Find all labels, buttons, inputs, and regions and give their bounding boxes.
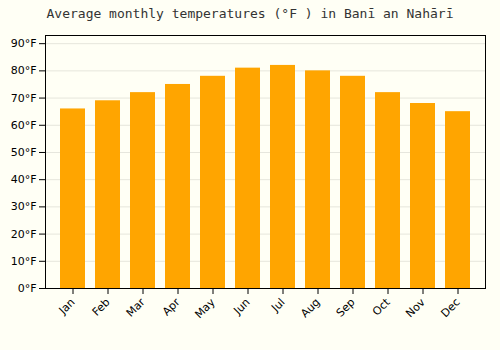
svg-text:Nov: Nov: [403, 295, 428, 320]
svg-text:80°F: 80°F: [11, 64, 37, 77]
svg-text:90°F: 90°F: [11, 37, 37, 50]
svg-text:Feb: Feb: [90, 296, 113, 319]
svg-text:30°F: 30°F: [11, 200, 37, 213]
svg-text:50°F: 50°F: [11, 146, 37, 159]
svg-text:Jul: Jul: [268, 296, 287, 315]
svg-text:May: May: [192, 295, 218, 321]
svg-text:70°F: 70°F: [11, 92, 37, 105]
svg-text:20°F: 20°F: [11, 228, 37, 241]
svg-text:60°F: 60°F: [11, 119, 37, 132]
svg-text:10°F: 10°F: [11, 255, 37, 268]
svg-text:40°F: 40°F: [11, 173, 37, 186]
svg-text:Aug: Aug: [298, 296, 322, 320]
svg-text:Apr: Apr: [160, 295, 183, 318]
svg-text:Oct: Oct: [370, 295, 393, 318]
svg-text:Dec: Dec: [438, 296, 462, 320]
svg-text:Sep: Sep: [334, 296, 358, 320]
svg-text:Mar: Mar: [124, 295, 148, 319]
svg-text:Jan: Jan: [56, 296, 78, 318]
svg-text:0°F: 0°F: [18, 282, 37, 295]
html-text:Average monthly temperatures (: Average monthly temperatures (°F ) in Ba…: [46, 6, 454, 21]
svg-text:Jun: Jun: [231, 296, 253, 318]
